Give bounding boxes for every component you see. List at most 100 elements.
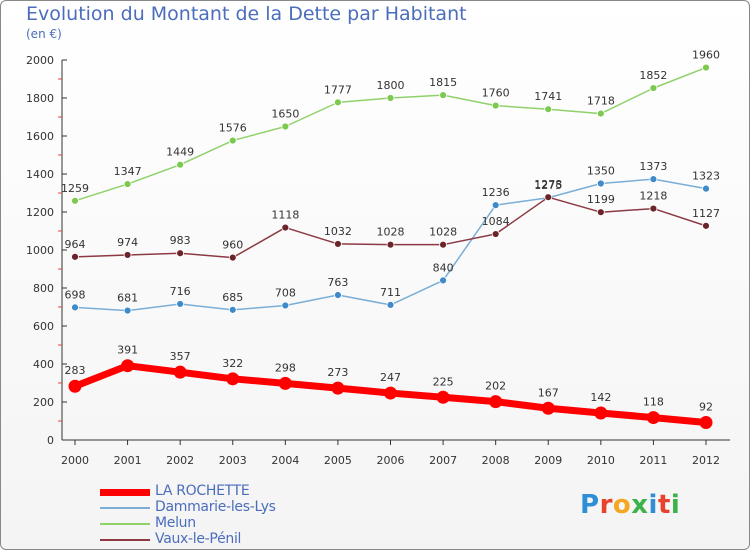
data-point-dammarie-les-lys bbox=[386, 301, 395, 309]
data-point-dammarie-les-lys bbox=[491, 201, 500, 210]
data-point-melun bbox=[228, 136, 237, 145]
data-label-vaux-le-p-nil: 1127 bbox=[692, 207, 720, 220]
data-point-vaux-le-p-nil bbox=[123, 251, 132, 259]
data-point-dammarie-les-lys bbox=[439, 276, 447, 285]
legend-label-melun: Melun bbox=[155, 515, 196, 531]
chart-subtitle: (en €) bbox=[26, 27, 62, 41]
data-point-la-rochette bbox=[489, 395, 503, 409]
x-tick-label: 2011 bbox=[639, 454, 667, 467]
y-tick-label: 1600 bbox=[26, 130, 54, 143]
data-label-melun: 1718 bbox=[587, 95, 615, 108]
data-label-dammarie-les-lys: 708 bbox=[275, 286, 296, 299]
logo-letter: P bbox=[580, 490, 600, 520]
data-label-la-rochette: 391 bbox=[117, 344, 138, 357]
x-tick-label: 2005 bbox=[324, 454, 352, 467]
logo-letter: r bbox=[599, 490, 613, 520]
data-point-la-rochette bbox=[594, 406, 608, 420]
data-label-melun: 1815 bbox=[429, 76, 457, 89]
legend-swatch-la-rochette bbox=[100, 488, 150, 496]
data-label-melun: 1960 bbox=[692, 49, 720, 62]
x-tick-label: 2006 bbox=[377, 454, 405, 467]
y-tick-label: 1200 bbox=[26, 206, 54, 219]
data-label-la-rochette: 283 bbox=[65, 364, 86, 377]
data-point-melun bbox=[281, 122, 290, 131]
legend-label-dammarie-les-lys: Dammarie-les-Lys bbox=[155, 499, 276, 515]
data-label-vaux-le-p-nil: 1118 bbox=[271, 209, 299, 222]
data-point-melun bbox=[386, 94, 395, 102]
data-label-la-rochette: 322 bbox=[222, 357, 243, 370]
data-point-la-rochette bbox=[121, 359, 135, 373]
legend-swatch-vaux-le-p-nil bbox=[100, 539, 150, 541]
data-point-vaux-le-p-nil bbox=[649, 204, 658, 213]
data-point-dammarie-les-lys bbox=[702, 184, 710, 193]
x-tick-label: 2007 bbox=[429, 454, 457, 467]
data-label-dammarie-les-lys: 1236 bbox=[482, 186, 510, 199]
data-point-dammarie-les-lys bbox=[228, 305, 237, 314]
legend-label-vaux-le-p-nil: Vaux-le-Pénil bbox=[155, 531, 242, 547]
data-point-dammarie-les-lys bbox=[123, 306, 132, 315]
data-label-dammarie-les-lys: 716 bbox=[170, 285, 191, 298]
logo-letter: o bbox=[612, 490, 632, 520]
data-label-la-rochette: 298 bbox=[275, 361, 296, 374]
data-label-vaux-le-p-nil: 1028 bbox=[377, 226, 405, 239]
data-point-melun bbox=[71, 196, 79, 205]
data-point-la-rochette bbox=[699, 416, 713, 430]
chart-title: Evolution du Montant de la Dette par Hab… bbox=[26, 3, 467, 25]
logo-letter: i bbox=[648, 490, 658, 520]
legend-label-la-rochette: LA ROCHETTE bbox=[155, 483, 250, 499]
y-tick-label: 0 bbox=[47, 434, 54, 447]
data-label-vaux-le-p-nil: 1199 bbox=[587, 193, 615, 206]
data-point-vaux-le-p-nil bbox=[491, 230, 500, 238]
data-label-la-rochette: 118 bbox=[643, 396, 664, 409]
data-point-vaux-le-p-nil bbox=[176, 249, 185, 258]
data-label-dammarie-les-lys: 840 bbox=[433, 261, 454, 274]
data-label-la-rochette: 357 bbox=[170, 350, 191, 363]
data-label-melun: 1741 bbox=[534, 90, 562, 103]
data-label-la-rochette: 92 bbox=[699, 401, 713, 414]
legend-swatch-dammarie-les-lys bbox=[100, 507, 150, 509]
y-tick-label: 800 bbox=[33, 282, 54, 295]
data-label-dammarie-les-lys: 1323 bbox=[692, 170, 720, 183]
data-point-melun bbox=[702, 63, 710, 72]
data-label-melun: 1800 bbox=[377, 79, 405, 92]
data-point-melun bbox=[596, 109, 605, 118]
data-point-la-rochette bbox=[646, 411, 660, 425]
data-point-vaux-le-p-nil bbox=[71, 252, 79, 261]
data-point-vaux-le-p-nil bbox=[702, 221, 710, 230]
data-point-melun bbox=[439, 91, 447, 100]
logo-letter: t bbox=[657, 490, 671, 520]
data-point-vaux-le-p-nil bbox=[228, 253, 237, 262]
data-point-dammarie-les-lys bbox=[334, 291, 342, 299]
x-tick-label: 2004 bbox=[271, 454, 299, 467]
data-label-la-rochette: 202 bbox=[485, 380, 506, 393]
logo-letter: x bbox=[631, 490, 649, 520]
x-tick-label: 2009 bbox=[534, 454, 562, 467]
data-point-la-rochette bbox=[68, 379, 82, 393]
data-label-dammarie-les-lys: 1350 bbox=[587, 165, 615, 178]
data-label-vaux-le-p-nil: 1218 bbox=[639, 190, 667, 203]
data-label-dammarie-les-lys: 763 bbox=[327, 276, 348, 289]
data-label-la-rochette: 225 bbox=[433, 375, 454, 388]
data-point-vaux-le-p-nil bbox=[544, 193, 553, 202]
data-point-la-rochette bbox=[278, 376, 292, 390]
data-label-melun: 1760 bbox=[482, 87, 510, 100]
data-label-la-rochette: 273 bbox=[327, 366, 348, 379]
x-tick-label: 2001 bbox=[114, 454, 142, 467]
data-point-la-rochette bbox=[226, 372, 240, 386]
data-point-la-rochette bbox=[436, 390, 450, 404]
legend-swatch-melun bbox=[100, 523, 150, 525]
x-tick-label: 2010 bbox=[587, 454, 615, 467]
data-point-dammarie-les-lys bbox=[596, 179, 605, 188]
x-tick-label: 2003 bbox=[219, 454, 247, 467]
x-tick-label: 2000 bbox=[61, 454, 89, 467]
data-label-melun: 1259 bbox=[61, 182, 89, 195]
data-point-vaux-le-p-nil bbox=[439, 240, 447, 249]
x-tick-label: 2008 bbox=[482, 454, 510, 467]
data-label-dammarie-les-lys: 685 bbox=[222, 291, 243, 304]
data-label-melun: 1650 bbox=[271, 108, 299, 121]
data-label-la-rochette: 142 bbox=[590, 391, 611, 404]
data-label-la-rochette: 247 bbox=[380, 371, 401, 384]
data-label-vaux-le-p-nil: 1028 bbox=[429, 226, 457, 239]
